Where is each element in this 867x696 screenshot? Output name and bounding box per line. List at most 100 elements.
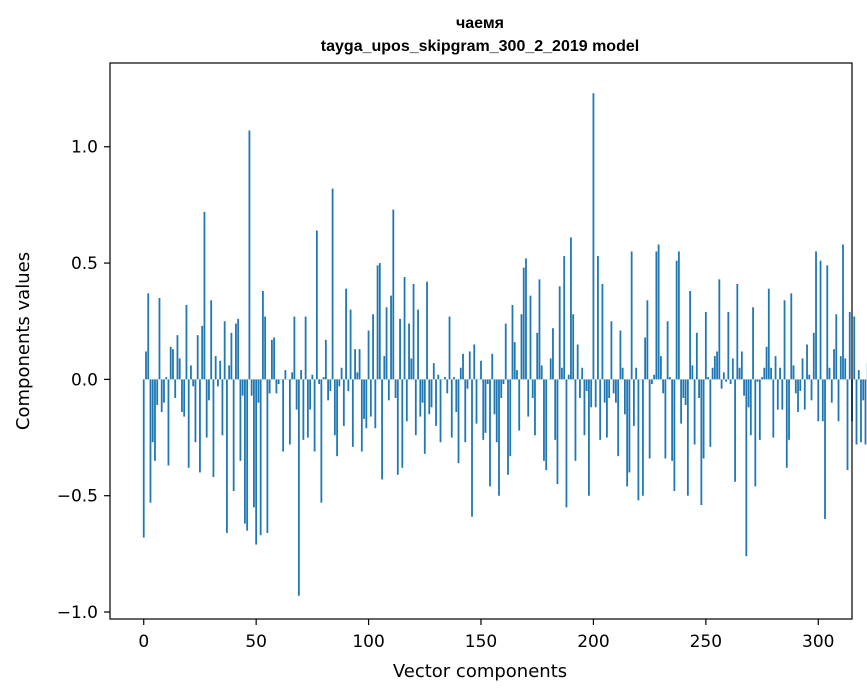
bar <box>797 379 799 412</box>
bar <box>520 314 523 380</box>
bar <box>223 321 226 380</box>
bar <box>181 379 183 412</box>
bar <box>165 377 168 380</box>
bar <box>763 367 766 380</box>
bar <box>722 372 725 380</box>
bar <box>261 290 264 380</box>
bar <box>689 290 692 380</box>
bar <box>270 339 273 380</box>
bar <box>518 379 521 431</box>
bar <box>808 374 811 380</box>
bar <box>419 379 422 417</box>
bar <box>172 349 174 380</box>
bar <box>774 356 777 380</box>
bar <box>351 379 354 447</box>
bar <box>480 360 482 380</box>
bar <box>720 379 723 389</box>
bar <box>268 379 271 394</box>
bar <box>156 379 159 405</box>
bar <box>572 314 575 380</box>
bar <box>794 379 797 394</box>
bar <box>178 358 181 380</box>
chart-subtitle: tayga_upos_skipgram_300_2_2019 model <box>321 38 639 55</box>
bar <box>426 281 428 380</box>
bar <box>313 379 316 452</box>
bar <box>365 379 368 429</box>
bar <box>540 365 543 380</box>
bar <box>217 379 219 387</box>
bar <box>828 367 831 380</box>
bar <box>387 379 390 401</box>
bar <box>331 188 334 380</box>
bar <box>354 349 356 380</box>
bar <box>163 379 165 403</box>
bar <box>615 379 617 403</box>
bar <box>167 379 170 466</box>
bar <box>428 379 431 415</box>
bar <box>509 379 512 457</box>
bar <box>839 356 842 380</box>
bar <box>462 353 464 380</box>
bar <box>677 251 680 380</box>
bar <box>250 379 253 396</box>
bar <box>378 263 381 380</box>
bar <box>246 379 249 531</box>
bar <box>686 379 689 496</box>
bar <box>788 379 790 440</box>
bar <box>612 379 615 394</box>
bar <box>599 379 602 440</box>
bar <box>151 379 154 443</box>
bar <box>844 358 847 380</box>
bar <box>513 342 516 380</box>
bar <box>385 307 388 380</box>
bar <box>835 314 838 380</box>
bar <box>192 379 195 387</box>
bar <box>414 379 417 436</box>
bar <box>464 379 467 443</box>
bar <box>545 379 548 471</box>
bar <box>543 379 545 461</box>
bar <box>437 374 440 380</box>
y-tick-label: −0.5 <box>57 487 98 507</box>
bar <box>235 323 237 380</box>
bar <box>149 379 152 503</box>
bar <box>336 379 338 457</box>
bar <box>756 379 759 382</box>
bar <box>219 360 222 380</box>
bar <box>641 379 644 496</box>
bar <box>311 374 314 380</box>
bar <box>253 379 255 508</box>
bar <box>594 379 597 408</box>
bar <box>403 277 406 380</box>
bar <box>664 379 667 459</box>
bar <box>381 379 383 480</box>
bar <box>183 379 186 417</box>
bar <box>718 279 721 380</box>
bar <box>187 379 190 468</box>
bar <box>592 93 595 380</box>
bar <box>624 379 626 415</box>
bar <box>657 244 660 380</box>
bar <box>527 379 530 417</box>
bar <box>291 372 294 380</box>
bar <box>221 379 224 436</box>
bar <box>457 379 460 464</box>
bar <box>196 335 199 380</box>
bar <box>752 307 754 380</box>
x-axis-label: Vector components <box>393 661 567 682</box>
bar <box>446 379 449 394</box>
bar <box>552 328 554 380</box>
bar <box>293 316 296 380</box>
bar <box>632 379 635 426</box>
bar <box>758 379 761 440</box>
bar <box>693 379 696 445</box>
x-axis-ticks: 0 50 100 150 200 250 300 <box>138 619 834 652</box>
bar <box>770 367 772 380</box>
bar <box>502 379 505 385</box>
bar <box>160 379 163 412</box>
bar <box>232 379 235 492</box>
bar <box>306 379 309 438</box>
bar <box>659 356 662 380</box>
bar <box>767 288 770 380</box>
bar <box>761 377 763 380</box>
